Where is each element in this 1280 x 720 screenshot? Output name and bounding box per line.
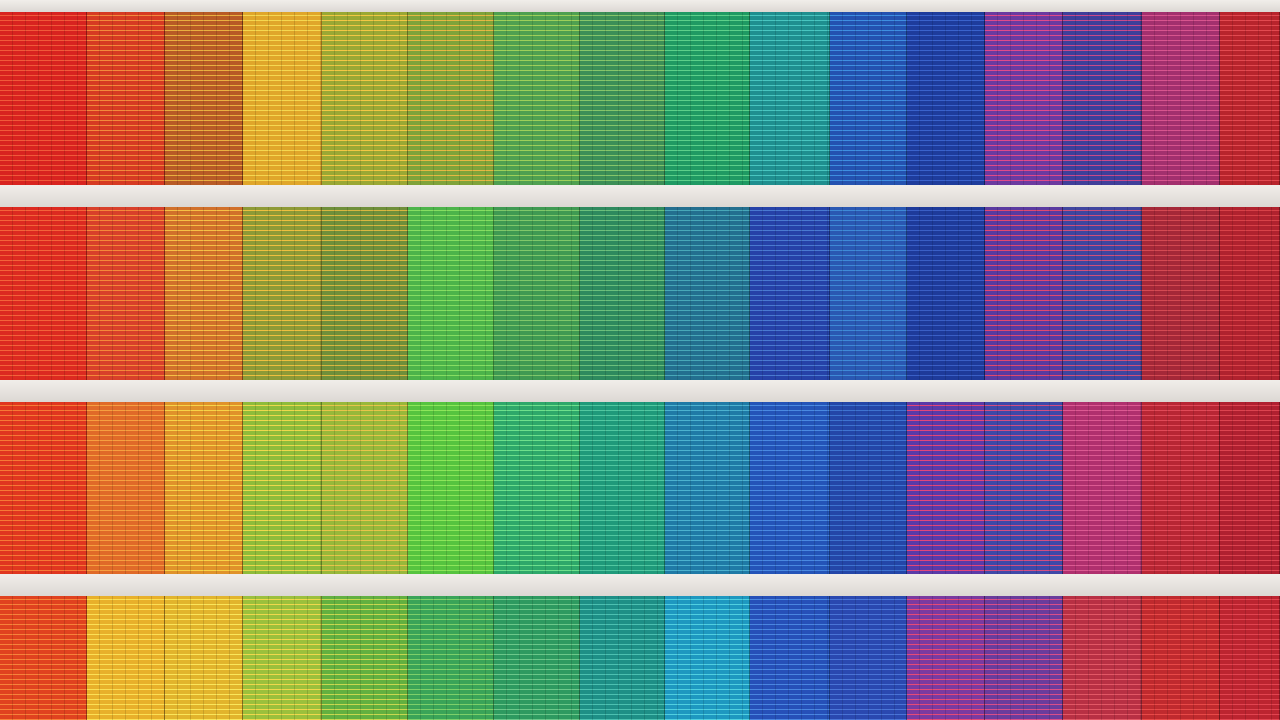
blind-panel: [0, 596, 87, 720]
blind-panel: [1142, 402, 1220, 574]
floor-ledge: [0, 574, 1280, 596]
blind-panel: [830, 402, 907, 574]
blind-panel: [665, 596, 750, 720]
blind-panel: [243, 596, 322, 720]
blind-panel: [243, 207, 322, 380]
blind-panel: [750, 402, 830, 574]
blind-panel: [408, 207, 494, 380]
blind-panel: [1142, 207, 1220, 380]
blind-panel: [165, 12, 243, 185]
blind-panel: [665, 402, 750, 574]
blind-panel: [907, 596, 985, 720]
blind-panel: [87, 12, 165, 185]
blind-panel: [750, 596, 830, 720]
blind-panel: [665, 207, 750, 380]
blind-panel: [87, 402, 165, 574]
blind-panel: [580, 402, 665, 574]
blind-panel: [830, 207, 907, 380]
blind-panel: [985, 596, 1063, 720]
blind-panel: [408, 596, 494, 720]
blind-panel: [985, 402, 1063, 574]
blind-panel: [985, 207, 1063, 380]
blind-panel: [322, 596, 408, 720]
blind-panel: [165, 207, 243, 380]
blind-panel: [243, 402, 322, 574]
blind-panel: [243, 12, 322, 185]
blind-panel: [494, 12, 580, 185]
blind-panel: [322, 207, 408, 380]
blind-panel: [580, 207, 665, 380]
blind-panel: [1063, 596, 1142, 720]
blind-panel: [750, 12, 830, 185]
blind-panel: [1142, 12, 1220, 185]
blind-panel: [165, 402, 243, 574]
blind-panel: [1220, 402, 1280, 574]
blind-panel: [408, 402, 494, 574]
blind-panel: [87, 207, 165, 380]
blind-panel: [580, 12, 665, 185]
blind-panel: [0, 12, 87, 185]
blind-panel: [1063, 12, 1142, 185]
blind-panel: [1220, 596, 1280, 720]
blind-panel: [1063, 402, 1142, 574]
blind-panel: [408, 12, 494, 185]
blind-panel: [494, 402, 580, 574]
floor-ledge: [0, 380, 1280, 402]
blind-panel: [322, 402, 408, 574]
blind-panel: [985, 12, 1063, 185]
blind-panel: [0, 402, 87, 574]
blind-panel: [907, 207, 985, 380]
blind-panel: [0, 207, 87, 380]
blind-panel: [494, 207, 580, 380]
blind-panel: [1220, 12, 1280, 185]
blind-panel: [1220, 207, 1280, 380]
blind-panel: [165, 596, 243, 720]
blind-panel: [87, 596, 165, 720]
blind-panel: [830, 12, 907, 185]
blind-panel: [1142, 596, 1220, 720]
blind-panel: [907, 12, 985, 185]
blind-panel: [1063, 207, 1142, 380]
blind-panel: [580, 596, 665, 720]
blind-panel: [665, 12, 750, 185]
floor-ledge: [0, 185, 1280, 207]
blind-panel: [750, 207, 830, 380]
floor-ledge: [0, 0, 1280, 12]
blind-panel: [830, 596, 907, 720]
blind-panel: [322, 12, 408, 185]
blind-panel: [494, 596, 580, 720]
blind-panel: [907, 402, 985, 574]
